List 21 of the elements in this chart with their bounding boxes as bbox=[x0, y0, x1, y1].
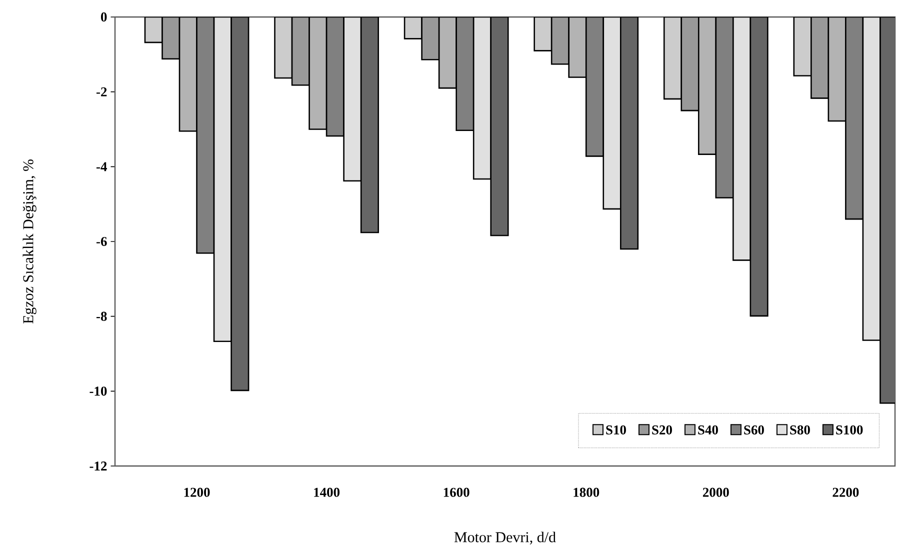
y-tick-label: -2 bbox=[96, 87, 107, 96]
y-axis-title: Egzoz Sıcaklık Değişim, % bbox=[22, 160, 36, 324]
x-tick-label: 2200 bbox=[832, 488, 859, 497]
x-tick-label: 1400 bbox=[314, 488, 340, 497]
legend-label: S40 bbox=[698, 425, 718, 434]
y-tick-label: 0 bbox=[100, 12, 107, 22]
x-tick-label: 1200 bbox=[184, 488, 210, 497]
x-tick-label: 2000 bbox=[702, 488, 729, 497]
legend-label: S60 bbox=[744, 425, 764, 434]
y-tick-label: -12 bbox=[90, 462, 107, 470]
legend-label: S80 bbox=[790, 425, 810, 434]
x-axis-title: Motor Devri, d/d bbox=[454, 532, 556, 544]
x-tick-label: 1800 bbox=[574, 488, 600, 497]
y-tick-label: -8 bbox=[96, 312, 107, 321]
x-tick-label: 1600 bbox=[444, 488, 470, 497]
legend-label: S10 bbox=[606, 425, 626, 434]
y-tick-label: -6 bbox=[96, 236, 107, 246]
y-tick-label: -10 bbox=[90, 386, 107, 396]
y-tick-label: -4 bbox=[96, 162, 107, 172]
legend-label: S20 bbox=[652, 425, 672, 434]
legend-label: S100 bbox=[836, 425, 863, 434]
